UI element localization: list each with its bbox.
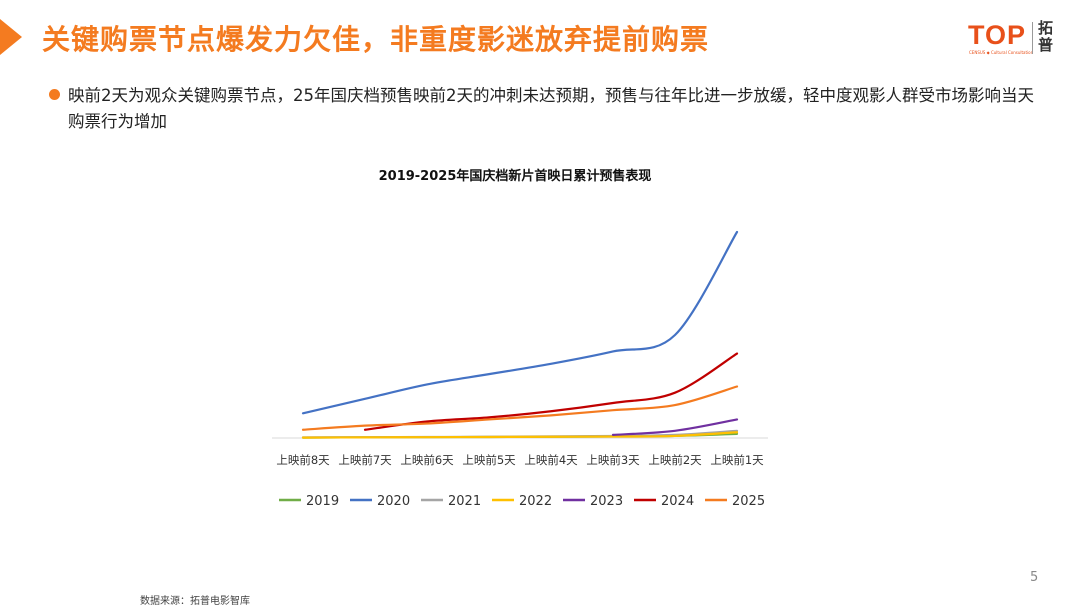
logo-mark: TOP (968, 20, 1027, 50)
x-tick-label: 上映前4天 (524, 453, 578, 467)
title-arrow-icon (0, 19, 22, 55)
source-note: 数据来源：拓普电影智库 (140, 596, 250, 607)
x-tick-label: 上映前2天 (648, 453, 702, 467)
legend-label-2020: 2020 (377, 494, 410, 509)
series-line-2020 (301, 230, 739, 415)
legend-label-2023: 2023 (590, 494, 623, 509)
legend-label-2021: 2021 (448, 494, 481, 509)
legend-label-2019: 2019 (306, 494, 339, 509)
bullet-text: 映前2天为观众关键购票节点，25年国庆档预售映前2天的冲刺未达预期，预售与往年比… (68, 86, 1034, 131)
x-tick-label: 上映前8天 (276, 453, 330, 467)
logo-subtitle: CENSUS ◆ Cultural Consultation (969, 50, 1034, 55)
x-tick-label: 上映前6天 (400, 453, 454, 467)
legend-label-2025: 2025 (732, 494, 765, 509)
legend-label-2024: 2024 (661, 494, 694, 509)
logo-divider (1032, 22, 1033, 54)
page-number: 5 (1030, 570, 1039, 585)
series-line-2024 (363, 352, 739, 431)
chart-title: 2019-2025年国庆档新片首映日累计预售表现 (378, 169, 652, 184)
page-title: 关键购票节点爆发力欠佳，非重度影迷放弃提前购票 (42, 23, 710, 56)
logo-cn-text: 拓普 (1038, 19, 1054, 54)
bullet-dot-icon (49, 89, 60, 100)
x-tick-label: 上映前3天 (586, 453, 640, 467)
series-line-2022 (301, 431, 739, 439)
x-tick-label: 上映前7天 (338, 453, 392, 467)
x-tick-label: 上映前1天 (710, 453, 764, 467)
legend-label-2022: 2022 (519, 494, 552, 509)
series-line-2023 (611, 418, 739, 437)
brand-logo: TOP CENSUS ◆ Cultural Consultation 拓普 (968, 20, 1068, 60)
series-line-2025 (301, 385, 739, 431)
x-tick-label: 上映前5天 (462, 453, 516, 467)
